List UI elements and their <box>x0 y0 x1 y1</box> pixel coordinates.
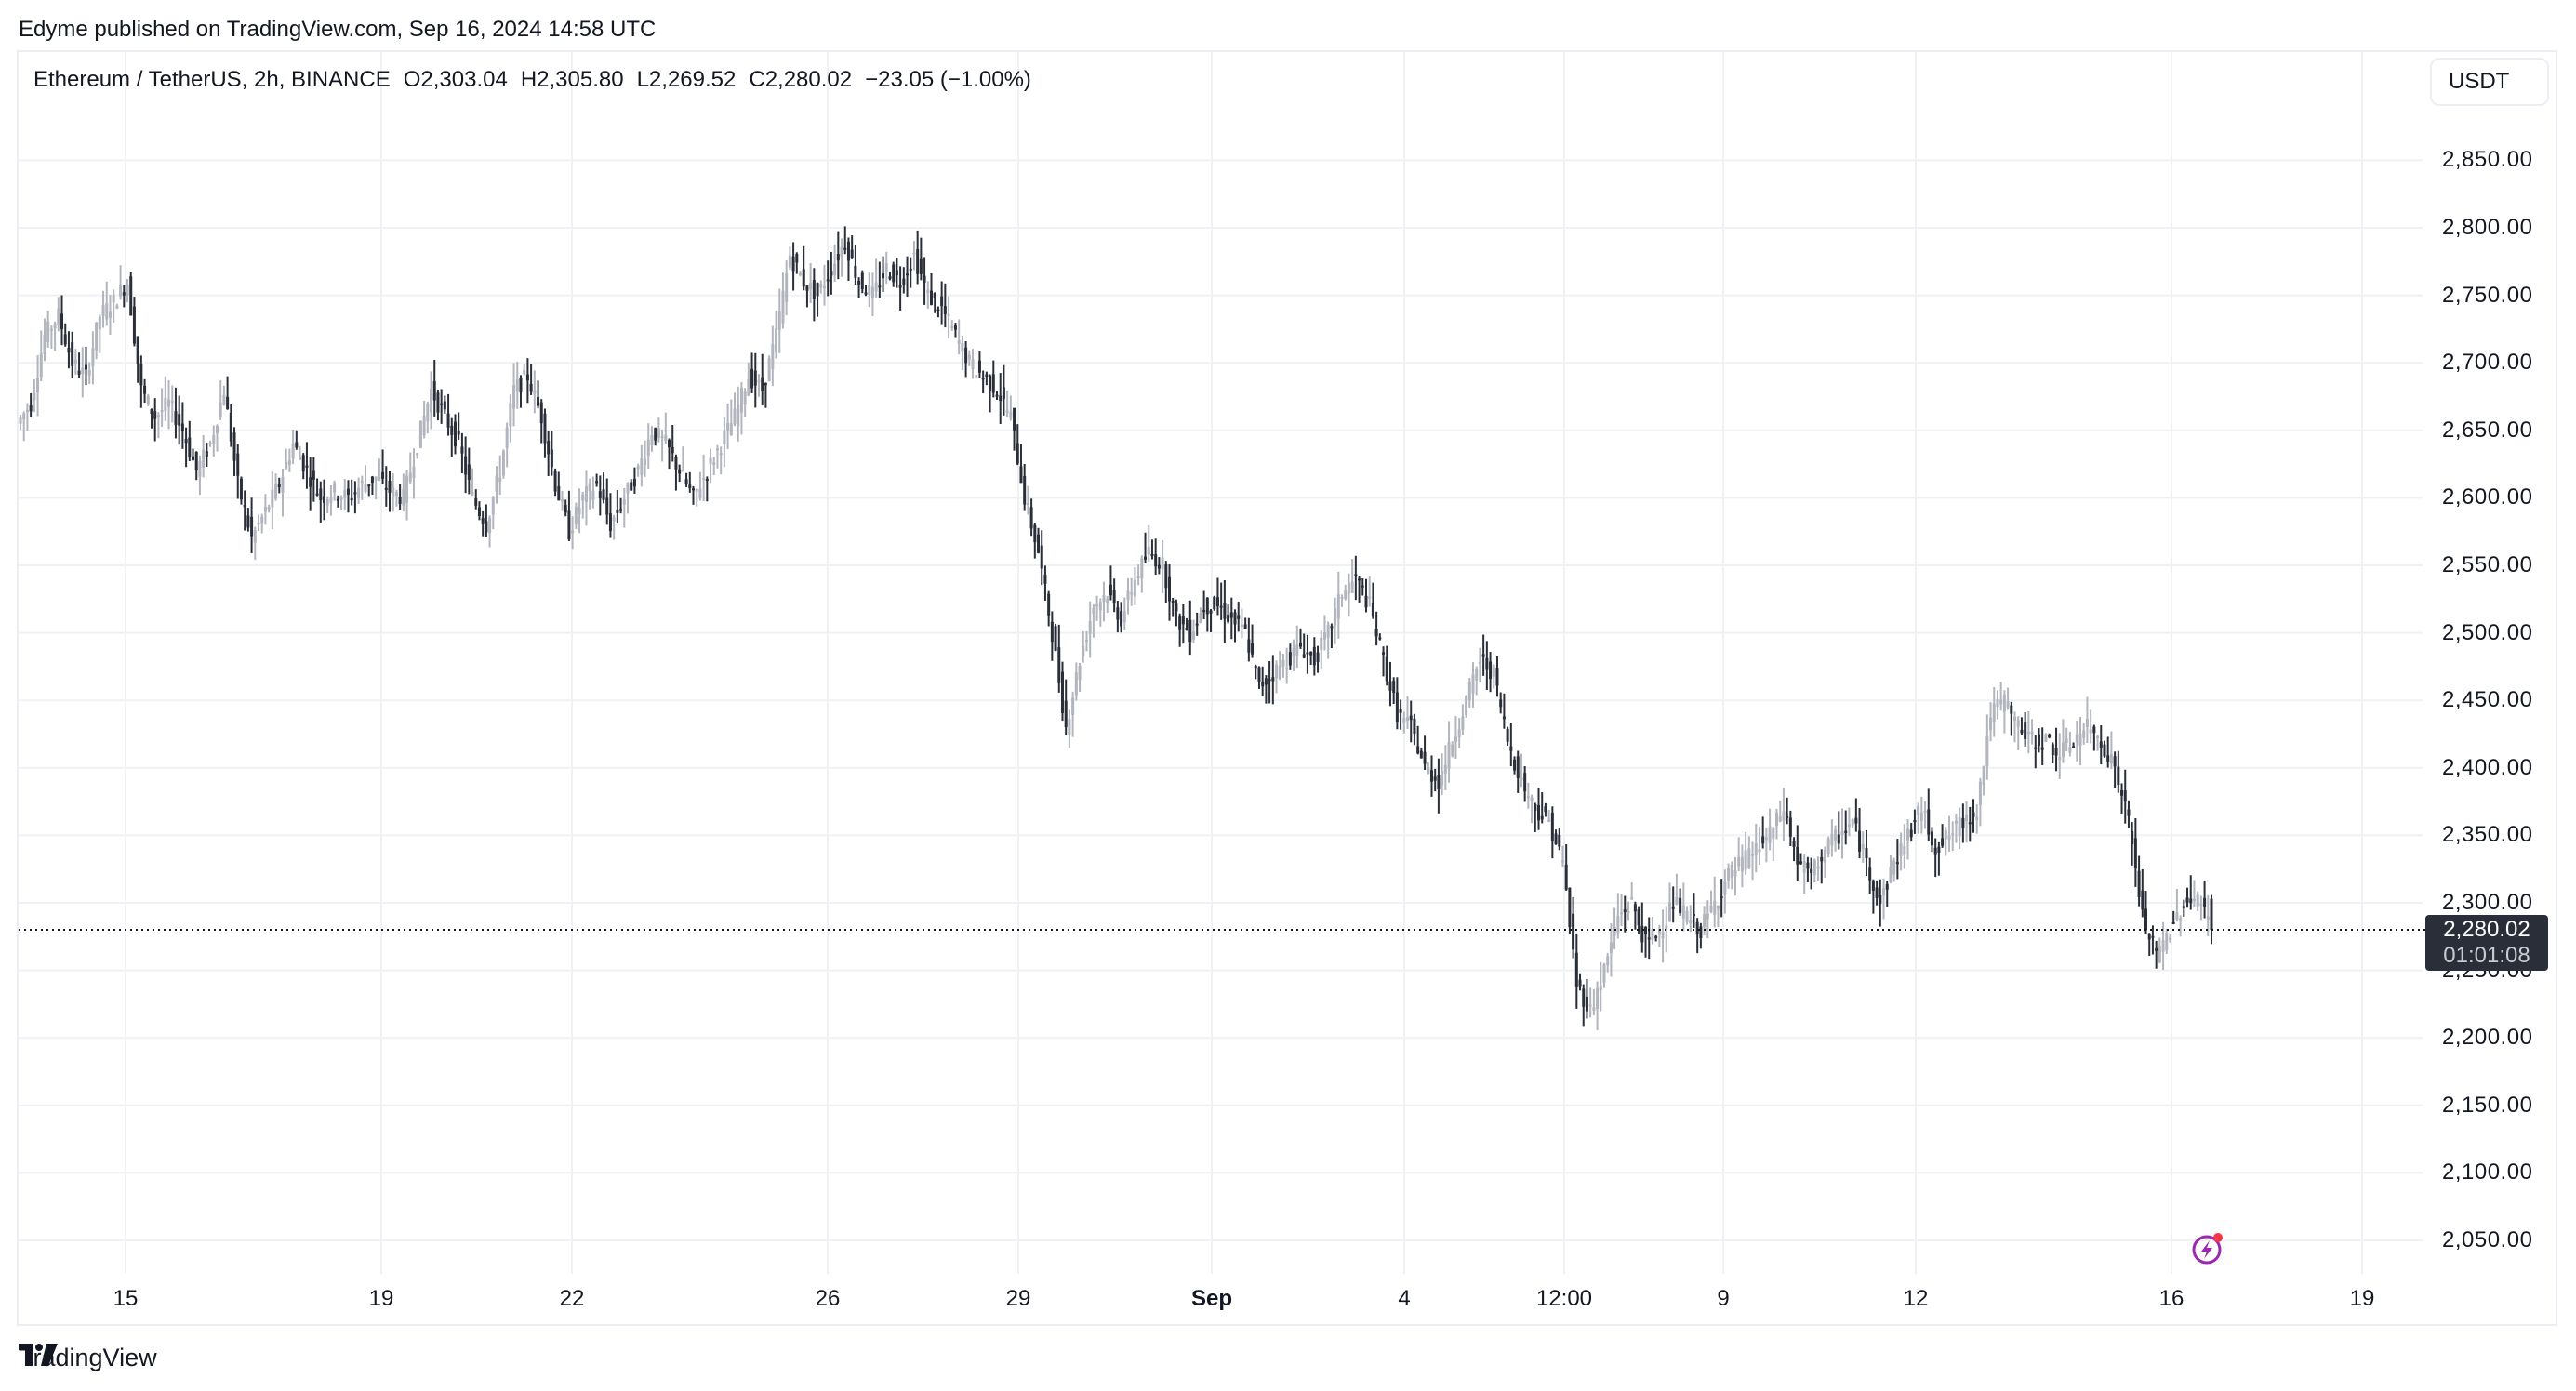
time-tick-label: 19 <box>368 1286 394 1311</box>
last-price-label: 2,280.02 01:01:08 <box>2425 915 2548 971</box>
lightning-bolt-icon[interactable] <box>2188 1229 2225 1266</box>
price-tick-label: 2,650.00 <box>2442 417 2533 443</box>
price-tick-label: 2,550.00 <box>2442 552 2533 577</box>
price-tick-label: 2,050.00 <box>2442 1227 2533 1252</box>
price-tick-label: 2,150.00 <box>2442 1092 2533 1118</box>
time-tick-label: 12 <box>1903 1286 1929 1311</box>
legend-change: −23.05 (−1.00%) <box>865 67 1031 92</box>
price-tick-label: 2,800.00 <box>2442 215 2533 240</box>
notification-dot <box>2213 1233 2223 1242</box>
price-tick-label: 2,750.00 <box>2442 282 2533 308</box>
time-tick-label: 9 <box>1717 1286 1730 1311</box>
price-tick-label: 2,200.00 <box>2442 1025 2533 1051</box>
price-tick-label: 2,500.00 <box>2442 619 2533 645</box>
time-tick-label: Sep <box>1190 1286 1233 1311</box>
time-tick-label: 15 <box>113 1286 139 1311</box>
time-tick-label: 16 <box>2158 1286 2184 1311</box>
last-price-value: 2,280.02 <box>2443 917 2530 942</box>
legend-close: C2,280.02 <box>749 67 853 92</box>
time-tick-label: 29 <box>1005 1286 1031 1311</box>
time-tick-label: 22 <box>559 1286 585 1311</box>
legend-symbol[interactable]: Ethereum / TetherUS, 2h, BINANCE <box>33 67 391 92</box>
time-tick-label: 4 <box>1398 1286 1411 1311</box>
price-tick-label: 2,350.00 <box>2442 822 2533 848</box>
currency-button[interactable]: USDT <box>2430 58 2549 106</box>
price-tick-label: 2,100.00 <box>2442 1159 2533 1186</box>
legend-open: O2,303.04 <box>403 67 508 92</box>
time-tick-label: 26 <box>815 1286 841 1311</box>
price-tick-label: 2,600.00 <box>2442 484 2533 510</box>
tradingview-logo-icon <box>19 1344 58 1366</box>
price-tick-label: 2,300.00 <box>2442 890 2533 915</box>
price-tick-label: 2,700.00 <box>2442 350 2533 376</box>
tradingview-brand[interactable]: TradingView <box>19 1344 157 1372</box>
legend-low: L2,269.52 <box>636 67 737 92</box>
legend-high: H2,305.80 <box>520 67 624 92</box>
price-tick-label: 2,850.00 <box>2442 147 2533 173</box>
price-tick-label: 2,450.00 <box>2442 687 2533 713</box>
time-tick-label: 19 <box>2349 1286 2375 1311</box>
publish-caption: Edyme published on TradingView.com, Sep … <box>19 17 657 42</box>
time-tick-label: 12:00 <box>1535 1286 1593 1311</box>
symbol-legend: Ethereum / TetherUS, 2h, BINANCE O2,303.0… <box>33 67 1044 93</box>
bar-countdown: 01:01:08 <box>2443 943 2530 968</box>
price-tick-label: 2,400.00 <box>2442 754 2533 780</box>
